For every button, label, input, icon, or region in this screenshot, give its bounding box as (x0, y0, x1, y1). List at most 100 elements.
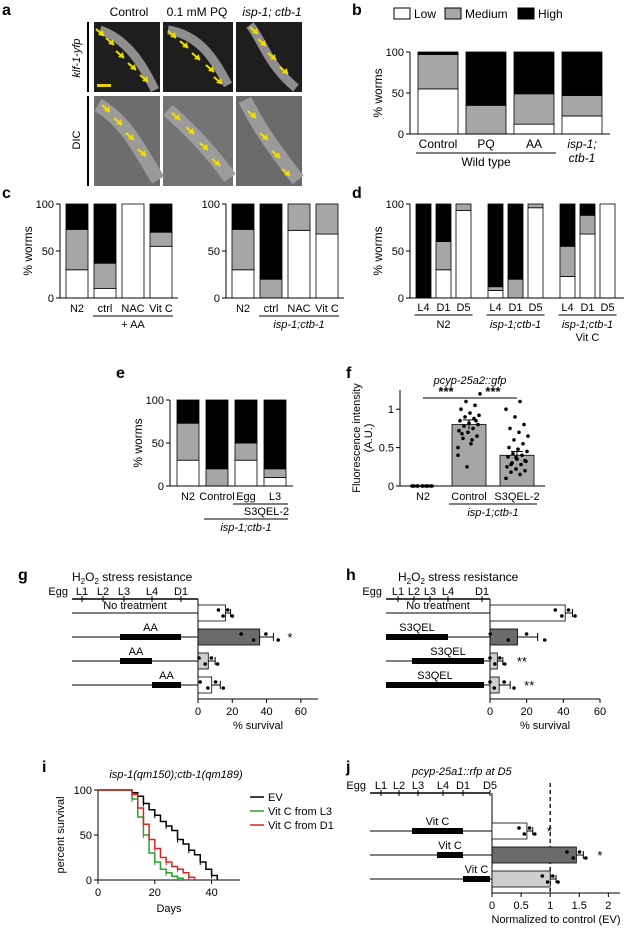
data-point (456, 445, 460, 450)
bar-segment-low (487, 290, 504, 299)
data-point (551, 874, 555, 878)
x-tick-label: 20 (149, 887, 161, 899)
bar (491, 846, 577, 864)
x-tick-label: 0 (195, 706, 201, 718)
sig-label: * (287, 630, 292, 645)
chart-i: isp-1(qm150);ctb-1(qm189) 0 50 100 0 20 40 perc… (55, 769, 334, 915)
x-tick-label: 20 (226, 706, 238, 718)
panel-label-c: c (2, 185, 11, 202)
survival-line-1 (98, 789, 184, 880)
col-header-pq: 0.1 mM PQ (167, 5, 228, 19)
arrow-head (108, 39, 114, 45)
bar-segment-medium (259, 278, 283, 299)
y-tick-label: 50 (208, 246, 220, 258)
x-axis-label: % survival (520, 720, 570, 732)
treatment-bar (152, 682, 181, 688)
treatment-label: S3QEL (399, 622, 434, 634)
bar-segment-high (176, 399, 200, 424)
bar (197, 604, 226, 622)
bar-segment-low (579, 233, 596, 299)
x-tick-label: 1 (547, 900, 553, 912)
survival-line-0 (98, 789, 219, 880)
data-point (209, 656, 214, 660)
data-point (470, 438, 474, 442)
x-tick-label: L4 (561, 302, 573, 314)
bar-segment-low (149, 245, 173, 299)
data-point (505, 465, 509, 469)
group-label: N2 (436, 319, 450, 331)
y-axis-label: % worms (131, 418, 145, 467)
data-point (488, 656, 492, 660)
bar (197, 628, 261, 646)
arrow-head (104, 106, 110, 112)
bar-segment-low (93, 288, 117, 299)
treatment-label: No treatment (103, 600, 167, 612)
legend-swatch-medium (444, 7, 462, 20)
bar-segment-high (561, 51, 603, 96)
arrow-head (98, 30, 104, 36)
legend-b: Low Medium High (393, 7, 563, 21)
panel-e: e 0 50 100% worms N2 Control Egg L3 S3QEL-2 isp-… (116, 365, 293, 534)
data-point (511, 451, 515, 456)
data-point (513, 415, 517, 419)
stage-label: Egg (48, 586, 68, 598)
chart-title: isp-1(qm150);ctb-1(qm189) (109, 769, 243, 781)
treatment-bar (463, 876, 490, 882)
bar-segment-low (455, 210, 472, 299)
x-tick-label: 0 (95, 887, 101, 899)
data-point (502, 662, 507, 666)
sig-label: * (597, 848, 602, 863)
arrow-head (252, 28, 258, 34)
group-label: Wild type (461, 155, 511, 169)
data-point (473, 403, 477, 408)
data-point (492, 686, 497, 690)
data-point (464, 399, 468, 404)
bar (489, 604, 566, 622)
data-point (456, 453, 460, 458)
bar-segment-low (417, 88, 459, 135)
legend-label-high: High (538, 7, 563, 21)
data-point (583, 856, 588, 860)
data-point (504, 407, 508, 412)
bar-segment-medium (435, 241, 452, 271)
data-point (512, 686, 516, 690)
data-point (566, 608, 571, 612)
survival-line-2 (98, 789, 196, 880)
arrow-head (130, 64, 136, 70)
x-axis-label: Days (156, 903, 182, 915)
bar-segment-high (465, 51, 507, 106)
y-tick-label: 100 (386, 47, 404, 59)
bar-segment-high (579, 203, 596, 216)
data-point (571, 856, 576, 860)
panel-g: g H2O2 stress resistance Egg L1 L2 L3 L4 D1 0 20… (18, 567, 318, 732)
data-point (573, 614, 577, 618)
bar-segment-medium (315, 203, 339, 235)
arrow-head (270, 54, 276, 60)
x-tick-label: 40 (260, 706, 272, 718)
x-tick-label: D1 (580, 302, 594, 314)
data-point (468, 411, 472, 415)
x-tick-label: L3 (269, 491, 281, 503)
stage-label: L1 (76, 586, 88, 598)
panel-label-d: d (352, 185, 362, 202)
stage-label: L1 (392, 586, 404, 598)
arrow-head (208, 66, 214, 72)
data-point (462, 424, 466, 428)
data-point (498, 656, 502, 660)
y-tick-label: 100 (36, 199, 54, 211)
legend-label-low: Low (414, 7, 436, 21)
x-tick-label: 1.5 (572, 900, 587, 912)
data-point (577, 850, 582, 854)
group-label-2: isp-1;ctb-1 (220, 522, 271, 534)
data-point (421, 484, 425, 488)
data-point (526, 434, 530, 438)
bar (489, 628, 518, 646)
chart-title: H2O2 stress resistance (72, 570, 193, 586)
treatment-bar (412, 828, 463, 834)
x-axis-label: Normalized to control (EV) (492, 914, 621, 926)
y-tick-label: 0.5 (379, 443, 394, 455)
data-point (477, 413, 481, 418)
bar-segment-medium (149, 231, 173, 247)
bar-segment-high (415, 203, 432, 299)
data-point (502, 680, 506, 684)
